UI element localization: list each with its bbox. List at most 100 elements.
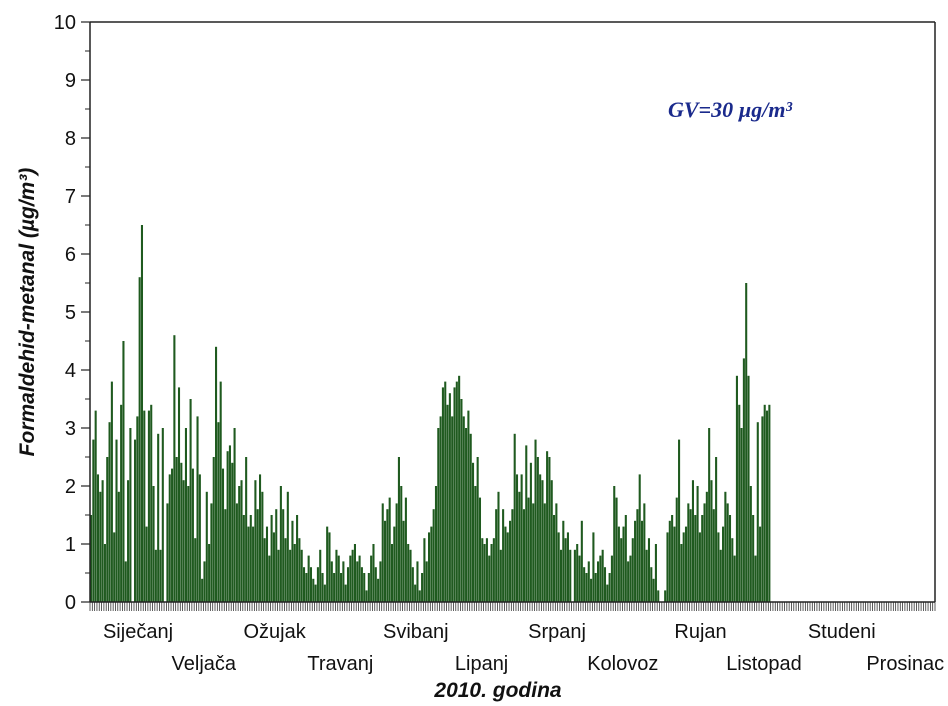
x-axis-title: 2010. godina bbox=[433, 679, 562, 702]
bar bbox=[133, 439, 137, 602]
bar bbox=[212, 457, 215, 602]
y-tick-label: 1 bbox=[65, 534, 76, 556]
bar bbox=[423, 538, 426, 602]
bar bbox=[585, 573, 588, 602]
bar bbox=[275, 509, 278, 602]
bar bbox=[219, 381, 222, 602]
bar bbox=[335, 549, 338, 602]
bar bbox=[402, 520, 405, 602]
bar bbox=[360, 567, 363, 602]
bar bbox=[110, 381, 113, 602]
bar bbox=[497, 491, 500, 602]
x-tick-label: Lipanj bbox=[455, 653, 508, 675]
bar bbox=[189, 399, 192, 602]
bar bbox=[284, 538, 287, 602]
bar bbox=[569, 549, 572, 602]
bar bbox=[689, 509, 692, 602]
bar bbox=[657, 590, 660, 602]
x-tick-label: Travanj bbox=[307, 653, 373, 675]
bar bbox=[416, 561, 419, 602]
bar bbox=[101, 480, 104, 602]
bar bbox=[143, 410, 146, 602]
bar bbox=[622, 526, 625, 602]
bar bbox=[127, 480, 130, 602]
bar bbox=[302, 567, 306, 602]
bar bbox=[550, 480, 553, 602]
bar bbox=[678, 439, 681, 602]
y-tick-label: 4 bbox=[65, 360, 76, 382]
bar bbox=[397, 457, 400, 602]
bar bbox=[358, 555, 361, 602]
bar bbox=[620, 538, 623, 602]
bar bbox=[314, 584, 317, 602]
bar bbox=[548, 457, 551, 602]
x-tick-label: Kolovoz bbox=[587, 653, 658, 675]
bar bbox=[240, 480, 243, 602]
bar bbox=[455, 381, 458, 602]
bar bbox=[687, 503, 690, 602]
bar bbox=[731, 538, 734, 602]
bar bbox=[747, 375, 750, 602]
bar bbox=[453, 387, 456, 602]
bar bbox=[696, 486, 699, 602]
bar bbox=[92, 439, 95, 602]
bar bbox=[573, 549, 576, 602]
bar bbox=[522, 509, 525, 602]
y-tick-label: 7 bbox=[65, 186, 76, 208]
bar bbox=[740, 428, 743, 602]
bar bbox=[754, 555, 757, 602]
bar bbox=[177, 387, 181, 602]
y-tick-label: 2 bbox=[65, 476, 76, 498]
bar bbox=[157, 433, 160, 602]
bar bbox=[502, 509, 505, 602]
bar bbox=[617, 526, 620, 602]
bar bbox=[296, 515, 299, 602]
bar bbox=[766, 410, 769, 602]
bar bbox=[342, 561, 345, 602]
bar bbox=[344, 584, 347, 602]
bar bbox=[488, 555, 491, 602]
bar bbox=[471, 462, 475, 602]
bar bbox=[395, 503, 398, 602]
bar bbox=[90, 515, 93, 602]
bar bbox=[293, 544, 296, 602]
bar bbox=[583, 567, 586, 602]
bar bbox=[768, 404, 771, 602]
bar bbox=[425, 561, 428, 602]
bar bbox=[756, 422, 759, 602]
bar bbox=[291, 520, 294, 602]
bar bbox=[254, 480, 257, 602]
bar bbox=[576, 544, 579, 602]
bar bbox=[298, 538, 301, 602]
x-tick-label: Studeni bbox=[808, 621, 876, 643]
bar bbox=[759, 526, 762, 602]
bar bbox=[559, 549, 563, 602]
bar bbox=[675, 497, 678, 602]
bar bbox=[377, 578, 380, 602]
bar bbox=[684, 526, 688, 602]
bar bbox=[349, 555, 352, 602]
guideline-annotation: GV=30 µg/m³ bbox=[668, 97, 792, 122]
bar bbox=[555, 503, 558, 602]
bar bbox=[147, 410, 150, 602]
bar bbox=[701, 515, 704, 602]
bar bbox=[221, 468, 225, 602]
bar bbox=[506, 532, 509, 602]
bar bbox=[286, 491, 289, 602]
bar bbox=[652, 578, 655, 602]
bar bbox=[606, 584, 609, 602]
bar bbox=[643, 503, 646, 602]
bar bbox=[231, 462, 234, 602]
x-tick-label: Siječanj bbox=[103, 621, 173, 643]
bar bbox=[511, 509, 514, 602]
bar bbox=[106, 457, 109, 602]
bar bbox=[578, 555, 581, 602]
bar bbox=[629, 555, 632, 602]
bar bbox=[495, 509, 498, 602]
bar bbox=[717, 532, 720, 602]
x-tick-label: Veljača bbox=[172, 653, 237, 675]
bar bbox=[94, 410, 97, 602]
bar bbox=[99, 491, 102, 602]
bar bbox=[289, 549, 292, 602]
bar bbox=[458, 375, 461, 602]
